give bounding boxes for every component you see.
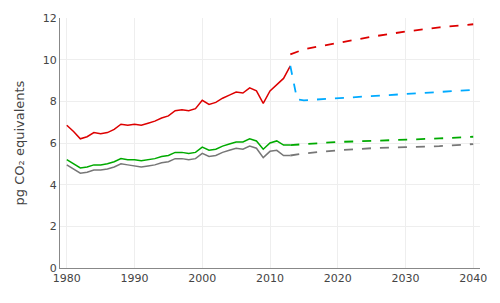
svg-text:10: 10 — [43, 54, 57, 67]
svg-text:1990: 1990 — [121, 272, 149, 285]
svg-text:4: 4 — [50, 179, 57, 192]
svg-text:6: 6 — [50, 137, 57, 150]
svg-text:2000: 2000 — [188, 272, 216, 285]
svg-text:2040: 2040 — [459, 272, 487, 285]
svg-text:8: 8 — [50, 95, 57, 108]
svg-text:pg CO₂ equivalents: pg CO₂ equivalents — [12, 80, 27, 205]
svg-text:0: 0 — [50, 262, 57, 275]
svg-text:2020: 2020 — [324, 272, 352, 285]
svg-text:2030: 2030 — [391, 272, 419, 285]
svg-text:2010: 2010 — [256, 272, 284, 285]
svg-text:1980: 1980 — [53, 272, 81, 285]
svg-text:2: 2 — [50, 220, 57, 233]
svg-text:12: 12 — [43, 12, 57, 25]
